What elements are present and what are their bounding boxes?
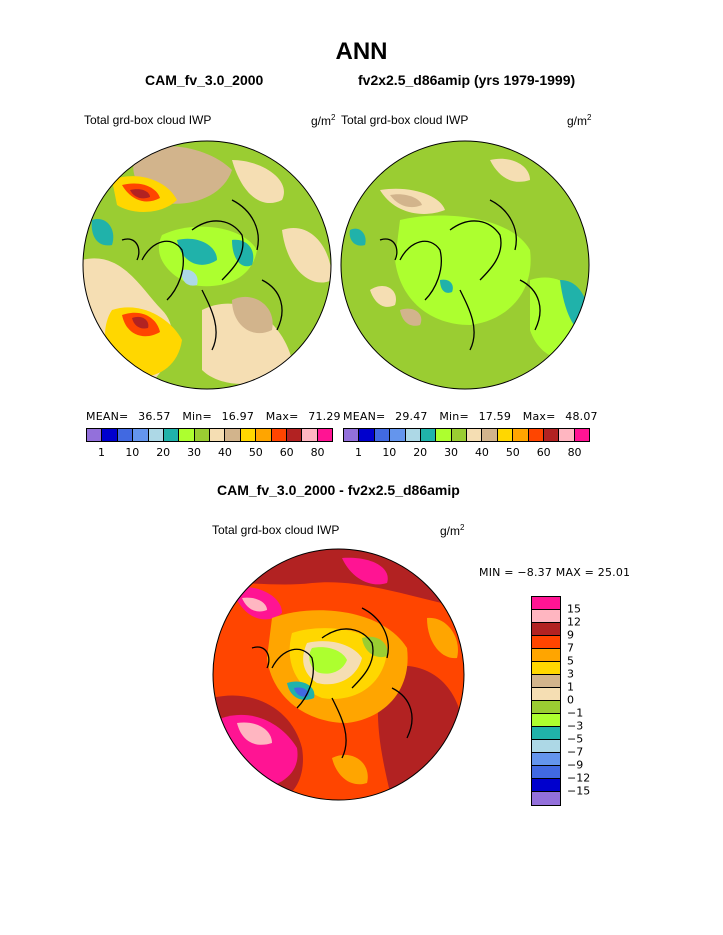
diff-colorbar-swatch bbox=[532, 753, 560, 766]
diff-colorbar-tick-label: −5 bbox=[567, 732, 584, 746]
left-polar-map bbox=[82, 140, 332, 390]
diff-colorbar bbox=[531, 596, 561, 806]
diff-colorbar-tick-label: 9 bbox=[567, 628, 574, 642]
diff-colorbar-swatch bbox=[532, 623, 560, 636]
diff-colorbar-swatch bbox=[532, 688, 560, 701]
diff-colorbar-tick-label: 0 bbox=[567, 693, 574, 707]
left-colorbar-swatch bbox=[271, 429, 287, 441]
right-units-label: g/m2 bbox=[567, 113, 592, 128]
left-colorbar bbox=[86, 428, 333, 442]
diff-colorbar-tick-label: −7 bbox=[567, 745, 584, 759]
right-colorbar-swatch bbox=[574, 429, 589, 441]
diff-colorbar-swatch bbox=[532, 727, 560, 740]
diff-colorbar-tick-label: 5 bbox=[567, 654, 574, 668]
left-colorbar-swatch bbox=[148, 429, 164, 441]
right-colorbar-swatch bbox=[420, 429, 437, 441]
diff-colorbar-tick-label: 12 bbox=[567, 615, 581, 629]
right-colorbar-swatch bbox=[482, 429, 498, 441]
right-colorbar-swatch bbox=[436, 429, 452, 441]
right-colorbar-swatch bbox=[451, 429, 467, 441]
left-colorbar-swatch bbox=[240, 429, 257, 441]
left-colorbar-tick-label: 10 bbox=[125, 446, 140, 459]
diff-colorbar-tick-label: −1 bbox=[567, 706, 584, 720]
right-colorbar-tick-label: 10 bbox=[382, 446, 397, 459]
diff-min-max: MIN = −8.37 MAX = 25.01 bbox=[479, 566, 631, 579]
left-colorbar-tick-label: 30 bbox=[187, 446, 202, 459]
diff-colorbar-swatch bbox=[532, 740, 560, 753]
right-colorbar-swatch bbox=[528, 429, 544, 441]
right-colorbar-swatch bbox=[559, 429, 575, 441]
right-colorbar-tick-label: 80 bbox=[567, 446, 582, 459]
diff-colorbar-swatch bbox=[532, 649, 560, 662]
diff-title: CAM_fv_3.0_2000 - fv2x2.5_d86amip bbox=[217, 482, 460, 498]
left-colorbar-swatch bbox=[163, 429, 180, 441]
diff-colorbar-tick-label: −3 bbox=[567, 719, 584, 733]
left-colorbar-swatch bbox=[87, 429, 103, 441]
right-colorbar-tick-label: 1 bbox=[354, 446, 362, 459]
left-colorbar-swatch bbox=[194, 429, 210, 441]
left-colorbar-tick-label: 50 bbox=[248, 446, 263, 459]
left-colorbar-tick-label: 40 bbox=[217, 446, 232, 459]
right-colorbar-tick-label: 60 bbox=[536, 446, 551, 459]
diff-units-label: g/m2 bbox=[440, 523, 465, 538]
right-colorbar-swatch bbox=[513, 429, 529, 441]
left-variable-label: Total grd-box cloud IWP bbox=[84, 113, 212, 127]
right-colorbar-swatch bbox=[497, 429, 514, 441]
diff-colorbar-tick-label: −15 bbox=[567, 784, 591, 798]
left-colorbar-swatch bbox=[102, 429, 118, 441]
diff-colorbar-swatch bbox=[532, 766, 560, 779]
left-colorbar-tick-label: 1 bbox=[97, 446, 105, 459]
left-stats: MEAN= 36.57 Min= 16.97 Max= 71.29 bbox=[86, 410, 341, 423]
diff-colorbar-tick-label: −9 bbox=[567, 758, 584, 772]
left-colorbar-swatch bbox=[256, 429, 272, 441]
right-colorbar-swatch bbox=[344, 429, 360, 441]
right-variable-label: Total grd-box cloud IWP bbox=[341, 113, 469, 127]
diff-colorbar-swatch bbox=[532, 662, 560, 675]
left-colorbar-swatch bbox=[286, 429, 303, 441]
right-colorbar-tick-label: 50 bbox=[505, 446, 520, 459]
diff-colorbar-tick-label: 1 bbox=[567, 680, 574, 694]
left-colorbar-swatch bbox=[179, 429, 195, 441]
right-polar-map bbox=[340, 140, 590, 390]
right-colorbar-swatch bbox=[467, 429, 483, 441]
diff-colorbar-tick-label: 15 bbox=[567, 602, 581, 616]
diff-colorbar-swatch bbox=[532, 792, 560, 805]
left-colorbar-tick-label: 20 bbox=[156, 446, 171, 459]
diff-variable-label: Total grd-box cloud IWP bbox=[212, 523, 340, 537]
left-colorbar-swatch bbox=[317, 429, 332, 441]
right-colorbar-swatch bbox=[390, 429, 406, 441]
right-colorbar-tick-label: 20 bbox=[413, 446, 428, 459]
left-colorbar-tick-label: 80 bbox=[310, 446, 325, 459]
diff-colorbar-swatch bbox=[532, 675, 560, 688]
left-case-title: CAM_fv_3.0_2000 bbox=[145, 72, 264, 88]
left-colorbar-swatch bbox=[210, 429, 226, 441]
left-colorbar-swatch bbox=[302, 429, 318, 441]
right-colorbar-tick-label: 40 bbox=[474, 446, 489, 459]
diff-colorbar-swatch bbox=[532, 779, 560, 792]
left-units-label: g/m2 bbox=[311, 113, 336, 128]
right-colorbar-swatch bbox=[543, 429, 560, 441]
diff-colorbar-swatch bbox=[532, 714, 560, 727]
left-colorbar-swatch bbox=[225, 429, 241, 441]
diff-colorbar-swatch bbox=[532, 610, 560, 623]
diff-colorbar-tick-label: 7 bbox=[567, 641, 574, 655]
right-case-title: fv2x2.5_d86amip (yrs 1979-1999) bbox=[358, 72, 576, 88]
page-title: ANN bbox=[335, 38, 388, 65]
diff-colorbar-tick-label: 3 bbox=[567, 667, 574, 681]
right-colorbar-swatch bbox=[405, 429, 421, 441]
left-colorbar-swatch bbox=[117, 429, 134, 441]
left-colorbar-swatch bbox=[133, 429, 149, 441]
left-colorbar-tick-label: 60 bbox=[279, 446, 294, 459]
right-stats: MEAN= 29.47 Min= 17.59 Max= 48.07 bbox=[343, 410, 598, 423]
diff-polar-map bbox=[212, 548, 465, 801]
right-colorbar-swatch bbox=[359, 429, 375, 441]
right-colorbar-swatch bbox=[374, 429, 391, 441]
diff-colorbar-tick-label: −12 bbox=[567, 771, 591, 785]
diff-colorbar-swatch bbox=[532, 597, 560, 610]
diff-colorbar-swatch bbox=[532, 701, 560, 714]
right-colorbar bbox=[343, 428, 590, 442]
right-colorbar-tick-label: 30 bbox=[444, 446, 459, 459]
diff-colorbar-swatch bbox=[532, 636, 560, 649]
